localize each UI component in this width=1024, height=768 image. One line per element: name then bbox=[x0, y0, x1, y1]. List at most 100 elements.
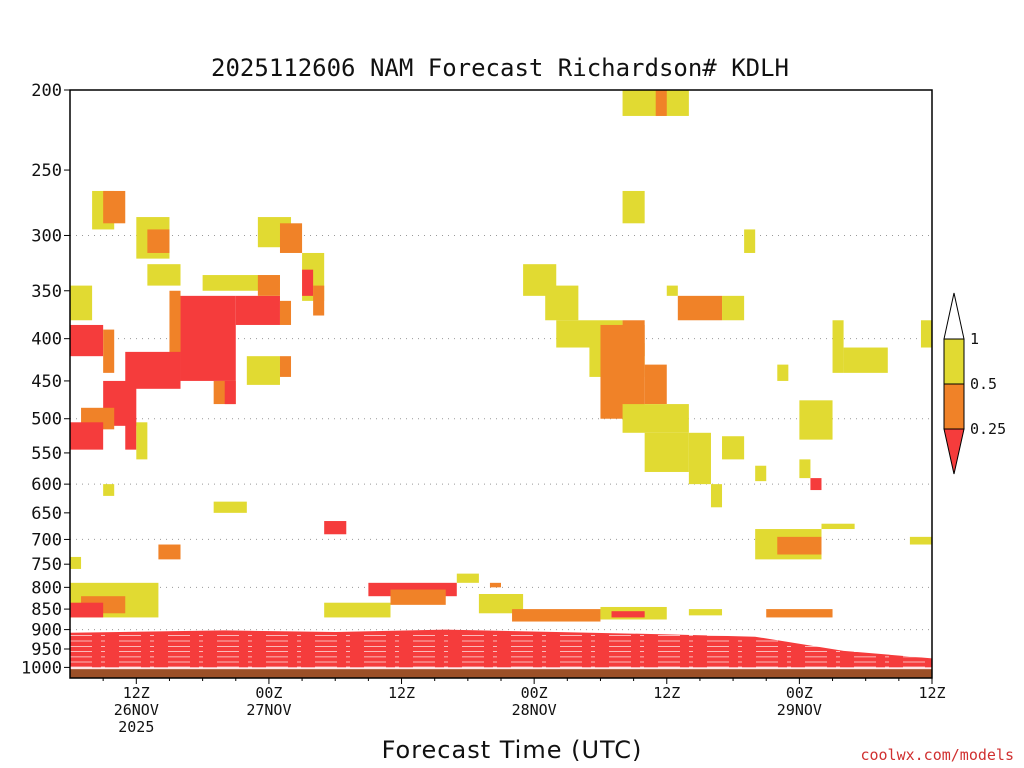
ri-cell-low bbox=[611, 611, 645, 618]
ri-cell-high bbox=[710, 484, 723, 508]
y-tick-label: 300 bbox=[31, 226, 62, 246]
legend-swatch-mid bbox=[943, 383, 965, 430]
ri-cell-high bbox=[755, 465, 767, 482]
ri-cell-mid bbox=[313, 285, 325, 316]
surface-layer bbox=[70, 629, 932, 678]
ri-cell-low bbox=[224, 380, 236, 405]
y-tick-label: 350 bbox=[31, 282, 62, 302]
ri-cell-high bbox=[622, 404, 689, 433]
ri-cell-high bbox=[744, 229, 756, 253]
ri-cell-high bbox=[722, 436, 745, 460]
ri-cell-mid bbox=[169, 290, 181, 357]
ri-cell-mid bbox=[158, 544, 181, 560]
y-tick-label: 800 bbox=[31, 578, 62, 598]
ri-cell-high bbox=[622, 90, 689, 116]
ri-cell-high bbox=[722, 295, 745, 321]
ri-cell-high bbox=[622, 190, 645, 224]
credit-link[interactable]: coolwx.com/models bbox=[860, 746, 1014, 764]
y-tick-label: 650 bbox=[31, 504, 62, 524]
ri-cell-high bbox=[688, 432, 711, 485]
ri-cell-high bbox=[843, 347, 888, 373]
y-tick-label: 700 bbox=[31, 530, 62, 550]
ri-cell-high bbox=[832, 320, 844, 373]
y-tick-label: 900 bbox=[31, 621, 62, 641]
ri-cell-mid bbox=[257, 275, 280, 296]
x-tick-label: 26NOV bbox=[114, 701, 159, 719]
ri-cell-low bbox=[70, 324, 104, 357]
x-tick-label: 00Z bbox=[255, 684, 282, 702]
legend-arrow-low bbox=[943, 428, 965, 475]
ri-cell-low bbox=[125, 422, 137, 450]
x-tick-label: 12Z bbox=[653, 684, 680, 702]
y-tick-label: 400 bbox=[31, 330, 62, 350]
ri-cell-mid bbox=[489, 582, 501, 588]
ri-cell-mid bbox=[655, 90, 667, 116]
ri-cell-low bbox=[70, 422, 104, 450]
y-tick-label: 250 bbox=[31, 161, 62, 181]
surface-low-ri-layer bbox=[70, 629, 932, 670]
ri-cell-low bbox=[324, 521, 347, 535]
y-tick-label: 850 bbox=[31, 600, 62, 620]
legend-label-0-25: 0.25 bbox=[970, 420, 1006, 438]
ri-cell-mid bbox=[622, 320, 645, 357]
y-tick-label: 450 bbox=[31, 372, 62, 392]
ri-cell-high bbox=[246, 356, 280, 385]
x-tick-label: 12Z bbox=[123, 684, 150, 702]
ri-cell-high bbox=[147, 264, 181, 286]
ri-cell-mid bbox=[777, 536, 822, 555]
richardson-cells bbox=[70, 90, 932, 622]
ri-cell-mid bbox=[766, 609, 833, 618]
ri-cell-mid bbox=[279, 223, 303, 253]
x-tick-label: 12Z bbox=[388, 684, 415, 702]
ri-cell-mid bbox=[644, 364, 667, 405]
ri-cell-high bbox=[777, 364, 789, 381]
plot-background bbox=[70, 90, 932, 678]
ri-cell-high bbox=[478, 594, 524, 614]
ri-cell-low bbox=[70, 602, 104, 618]
x-axis-label: Forecast Time (UTC) bbox=[382, 736, 643, 764]
ri-cell-high bbox=[136, 422, 148, 460]
legend-arrow-top bbox=[943, 292, 965, 340]
ri-cell-mid bbox=[103, 329, 115, 373]
legend: 1 0.5 0.25 bbox=[943, 292, 1006, 475]
ri-cell-high bbox=[909, 536, 932, 545]
ri-cell-high bbox=[545, 285, 579, 321]
x-tick-label: 27NOV bbox=[246, 701, 291, 719]
y-tick-label: 1000 bbox=[21, 658, 62, 678]
ri-cell-high bbox=[70, 285, 93, 321]
y-tick-label: 600 bbox=[31, 475, 62, 495]
ri-cell-mid bbox=[279, 300, 292, 325]
ri-cell-high bbox=[799, 459, 811, 479]
ri-cell-low bbox=[180, 295, 236, 381]
y-axis: 200 250 300 350 400 450 500 550 600 650 700 750 8008… bbox=[21, 81, 70, 678]
x-tick-label: 28NOV bbox=[512, 701, 557, 719]
ri-cell-high bbox=[324, 602, 391, 618]
x-tick-label: 00Z bbox=[786, 684, 813, 702]
ri-cell-mid bbox=[279, 356, 292, 377]
plot-area bbox=[69, 89, 933, 679]
ri-cell-low bbox=[810, 478, 822, 491]
ri-cell-high bbox=[799, 400, 833, 440]
ri-cell-high bbox=[70, 556, 82, 569]
ri-cell-high bbox=[456, 573, 479, 583]
ri-cell-high bbox=[213, 501, 247, 513]
ri-cell-mid bbox=[390, 589, 446, 605]
y-tick-label: 500 bbox=[31, 410, 62, 430]
ri-cell-high bbox=[644, 432, 689, 472]
y-tick-label: 950 bbox=[31, 640, 62, 660]
ri-cell-mid bbox=[512, 609, 601, 622]
ground-band bbox=[70, 669, 932, 678]
ri-cell-mid bbox=[677, 295, 723, 321]
ri-cell-high bbox=[103, 484, 115, 496]
x-tick-label: 00Z bbox=[521, 684, 548, 702]
ri-cell-low bbox=[302, 269, 314, 296]
ri-cell-low bbox=[235, 295, 280, 325]
x-tick-label: 29NOV bbox=[777, 701, 822, 719]
legend-swatch-high bbox=[943, 338, 965, 385]
legend-label-0-5: 0.5 bbox=[970, 375, 997, 393]
y-tick-label: 550 bbox=[31, 444, 62, 464]
ri-cell-high bbox=[688, 609, 723, 616]
y-tick-label: 750 bbox=[31, 555, 62, 575]
